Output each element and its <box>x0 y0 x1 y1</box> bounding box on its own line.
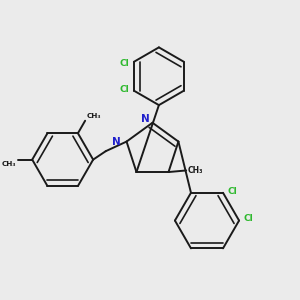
Text: N: N <box>112 136 121 147</box>
Text: CH₃: CH₃ <box>2 161 16 167</box>
Text: Cl: Cl <box>119 85 129 94</box>
Text: Cl: Cl <box>228 187 238 196</box>
Text: Cl: Cl <box>119 59 129 68</box>
Text: N: N <box>141 114 150 124</box>
Text: CH₃: CH₃ <box>188 166 203 175</box>
Text: Cl: Cl <box>244 214 254 224</box>
Text: CH₃: CH₃ <box>87 113 101 119</box>
